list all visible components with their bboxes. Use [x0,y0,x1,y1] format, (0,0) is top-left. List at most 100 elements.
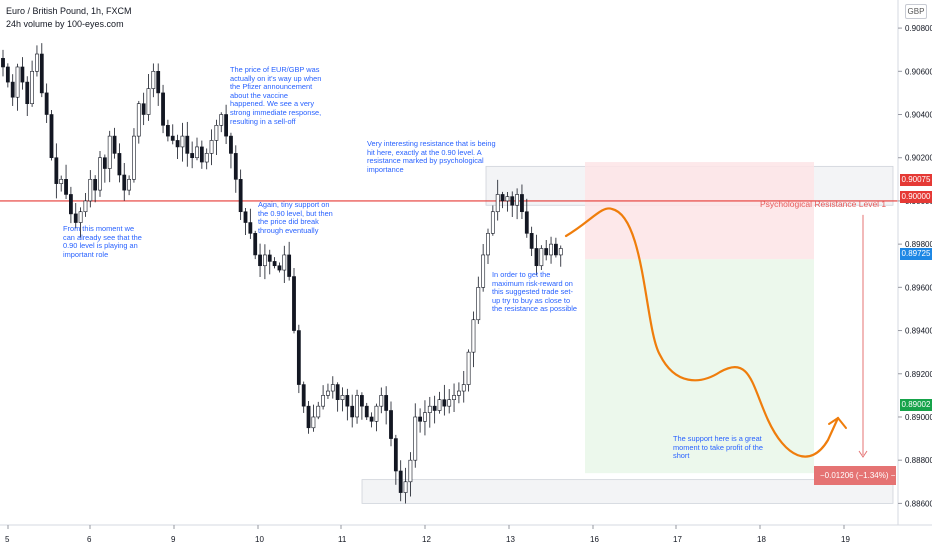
x-tick-label: 6 [87,535,92,544]
candle-body [398,470,403,493]
x-tick-label: 10 [255,535,264,544]
candle-body [262,254,267,267]
candle-body [136,103,141,137]
candle-body [316,405,321,418]
candle-body [539,248,544,267]
candle-body [30,70,35,105]
x-tick-label: 5 [5,535,10,544]
candle-body [64,179,68,195]
candle-body [476,287,481,321]
candle-body [258,254,262,267]
candle-body [5,66,10,83]
candle-body [83,200,88,213]
candle-body [520,194,524,213]
measure-arrow [858,450,868,458]
candle-body [442,399,447,407]
candle-body [54,157,59,184]
candle-body [549,243,553,256]
candle-body [311,416,316,429]
candle-body [510,196,515,206]
candle-body [355,395,359,418]
candle-body [267,254,272,262]
candle-body [524,211,529,234]
candle-body [282,254,287,271]
price-tag-90075: 0.90075 [900,174,932,186]
projection-path [564,207,840,458]
candle-body [238,179,243,213]
candle-body [199,146,204,163]
candle-body [107,135,112,169]
candle-body [350,405,355,418]
price-tag-90000: 0.90000 [900,191,932,203]
candle-body [233,153,238,180]
candle-body [452,395,456,400]
candle-body [486,233,490,256]
price-tag-89002: 0.89002 [900,399,932,411]
annotation-entry: In order to get the maximum risk-reward … [492,270,578,314]
candle-body [69,194,73,215]
candle-body [321,395,326,407]
candle-body [437,399,442,411]
candle-body [73,213,78,223]
annotation-pfizer: The price of EUR/GBP was actually on it'… [230,65,322,126]
candle-body [389,410,393,439]
candle-body [219,114,224,126]
candle-body [374,405,379,422]
candle-body [481,254,486,288]
candle-body [122,174,127,191]
return-label: −0.01206 (−1.34%) −120 [814,466,896,485]
candle-body [500,194,505,202]
x-tick-label: 18 [757,535,766,544]
candle-body [170,135,175,141]
candle-body [413,416,418,461]
candle-body [214,125,219,141]
y-tick-label: 0.88600 [905,499,932,508]
psych-level-label: Psychological Resistance Level 1 [760,199,887,209]
candle-body [534,248,539,267]
candle-body [10,81,15,98]
candle-body [209,140,214,154]
candle-body [364,405,369,418]
candle-body [151,70,156,89]
annotation-support: Again, tiny support on the 0.90 level, b… [258,200,333,235]
price-tag-89725: 0.89725 [900,248,932,260]
candle-body [306,405,311,429]
candle-body [326,390,330,396]
candle-body [175,140,180,148]
candle-body [204,153,209,163]
candle-body [359,395,364,407]
y-tick-label: 0.88800 [905,456,932,465]
y-tick-label: 0.89800 [905,240,932,249]
candle-body [272,261,277,267]
y-tick-label: 0.89200 [905,370,932,379]
candles [1,43,563,504]
profit-zone [585,259,814,474]
x-tick-label: 13 [506,535,515,544]
candle-body [25,81,30,105]
candle-body [432,405,437,411]
candle-body [427,405,432,413]
x-tick-label: 11 [338,535,347,544]
candle-body [558,248,563,256]
candle-body [447,399,452,407]
candle-body [296,330,301,385]
currency-button[interactable]: GBP [905,4,927,19]
candle-body [132,135,136,180]
candle-body [301,384,306,407]
candle-body [471,319,476,353]
candle-body [408,459,413,483]
candle-body [384,395,389,411]
x-tick-label: 17 [673,535,682,544]
candle-body [166,125,170,137]
zones [0,162,898,504]
y-tick-label: 0.90400 [905,111,932,120]
candle-body [379,395,384,407]
y-tick-label: 0.90800 [905,24,932,33]
candle-body [15,66,20,98]
annotation-early: From this moment we can already see that… [63,224,142,259]
candle-body [1,58,5,68]
candle-body [156,70,161,94]
candle-body [345,395,350,407]
